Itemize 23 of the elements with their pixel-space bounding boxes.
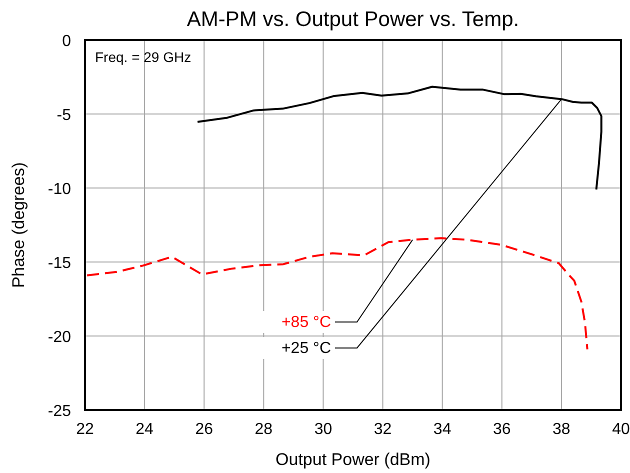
annotation: +85 °C bbox=[281, 314, 331, 331]
chart-title: AM-PM vs. Output Power vs. Temp. bbox=[186, 8, 520, 31]
x-tick-label: 38 bbox=[552, 421, 570, 438]
x-tick-label: 36 bbox=[492, 421, 511, 438]
x-tick-label: 34 bbox=[433, 421, 452, 438]
annotation: Freq. = 29 GHz bbox=[95, 49, 192, 65]
y-tick-label: -25 bbox=[48, 403, 72, 420]
y-tick-label: -20 bbox=[48, 329, 72, 346]
x-tick-label: 32 bbox=[374, 421, 392, 438]
line-series bbox=[196, 86, 602, 190]
x-tick-label: 24 bbox=[136, 421, 154, 438]
x-tick-label: 22 bbox=[76, 421, 94, 438]
y-tick-label: 0 bbox=[62, 33, 72, 50]
x-tick-label: 30 bbox=[314, 421, 332, 438]
y-tick-label: -5 bbox=[56, 107, 72, 124]
x-axis-title: Output Power (dBm) bbox=[276, 450, 430, 469]
x-tick-label: 26 bbox=[195, 421, 214, 438]
y-axis-title: Phase (degrees) bbox=[9, 162, 28, 288]
y-tick-label: -15 bbox=[48, 255, 72, 272]
annotation: +25 °C bbox=[281, 340, 331, 357]
y-tick-label: -10 bbox=[48, 181, 72, 198]
x-tick-label: 40 bbox=[612, 421, 630, 438]
x-tick-label: 28 bbox=[254, 421, 273, 438]
